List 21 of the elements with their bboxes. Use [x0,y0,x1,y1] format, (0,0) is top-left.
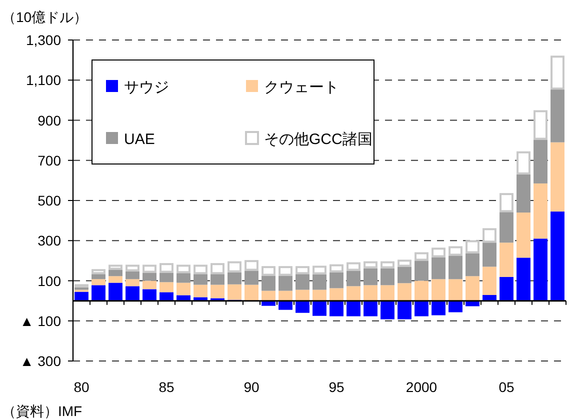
y-axis-title: （10億ドル） [2,9,88,25]
y-tick-label: 500 [38,192,62,208]
y-tick-label: ▲ 100 [20,312,62,329]
x-tick-label: 95 [328,379,344,395]
y-tick-label: 700 [38,152,62,168]
legend-label: その他GCC諸国 [264,131,372,148]
x-tick-label: 05 [498,379,514,395]
legend-label: クウェート [264,79,339,96]
x-tick-label: 2000 [406,379,438,395]
y-tick-label: 1,300 [26,32,62,48]
x-tick-label: 85 [158,379,174,395]
y-tick-label: ▲ 300 [20,353,62,369]
y-tick-label: 300 [38,232,62,249]
y-tick-label: 900 [38,112,62,128]
legend-label: UAE [124,131,155,148]
x-tick-label: 80 [74,379,90,395]
legend-label: サウジ [124,79,169,96]
text: （資料）IMF [2,403,82,419]
y-tick-label: 1,100 [26,72,62,88]
x-tick-label: 90 [244,379,260,395]
y-tick-label: 100 [38,272,62,289]
